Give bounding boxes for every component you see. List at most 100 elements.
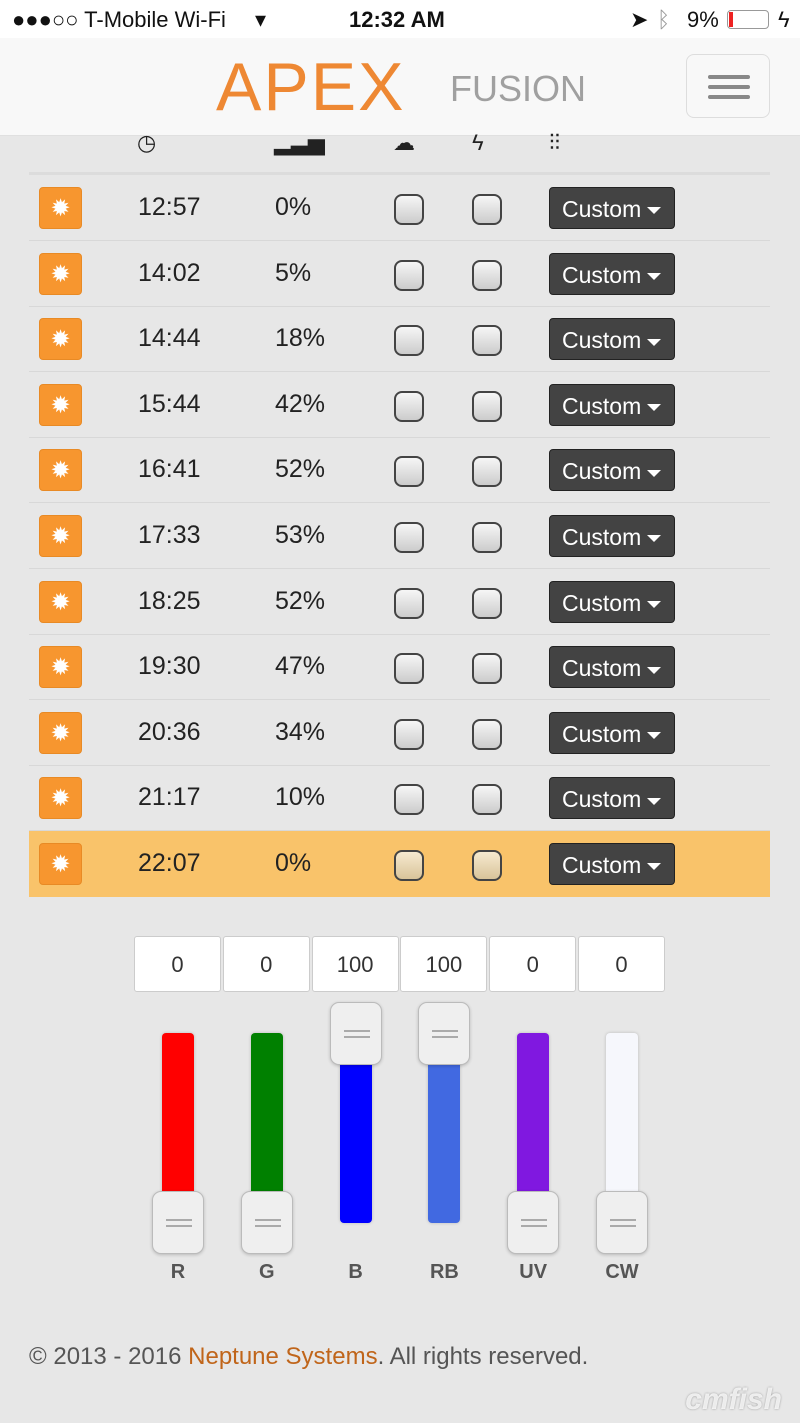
cloud-checkbox[interactable] — [394, 522, 424, 553]
cloud-checkbox[interactable] — [394, 653, 424, 685]
cloud-checkbox[interactable] — [394, 259, 424, 291]
cloud-icon: ☁ — [393, 130, 415, 155]
profile-label: Custom — [562, 589, 642, 616]
lightning-checkbox[interactable] — [472, 587, 502, 619]
row-time: 15:44 — [138, 389, 201, 418]
battery-percent: 9% — [687, 7, 719, 32]
gear-icon[interactable]: ✹ — [39, 843, 82, 885]
gear-icon[interactable]: ✹ — [39, 252, 82, 295]
profile-label: Custom — [562, 524, 642, 550]
row-intensity: 5% — [275, 258, 312, 287]
profile-dropdown[interactable]: Custom — [549, 318, 675, 361]
lightning-checkbox[interactable] — [472, 325, 502, 357]
lightning-checkbox[interactable] — [472, 653, 502, 685]
charging-icon: ϟ — [778, 7, 790, 32]
channel-slider-handle[interactable] — [240, 1191, 293, 1254]
profile-dropdown[interactable]: Custom — [549, 383, 675, 426]
lightning-checkbox[interactable] — [472, 194, 502, 225]
channel-value-input[interactable]: 0 — [489, 936, 577, 992]
channel-value-input[interactable]: 0 — [134, 936, 221, 992]
logo-fusion: FUSION — [450, 68, 587, 109]
profile-dropdown[interactable]: Custom — [549, 252, 675, 295]
channel-value-input[interactable]: 0 — [222, 936, 310, 992]
channel-slider-handle[interactable] — [507, 1191, 560, 1254]
footer: © 2013 - 2016 Neptune Systems. All right… — [29, 1343, 588, 1371]
lightning-checkbox[interactable] — [472, 784, 502, 816]
channel-label: RB — [429, 1261, 459, 1283]
cloud-checkbox[interactable] — [394, 456, 424, 488]
row-time: 19:30 — [138, 652, 201, 681]
cloud-checkbox[interactable] — [394, 194, 424, 225]
gear-icon[interactable]: ✹ — [39, 187, 82, 229]
channel-value-input[interactable]: 100 — [311, 936, 399, 992]
profile-label: Custom — [562, 720, 642, 747]
cloud-checkbox[interactable] — [394, 587, 424, 619]
sliders-icon: ⫶⫶ — [549, 130, 561, 155]
cloud-checkbox[interactable] — [394, 784, 424, 816]
profile-dropdown[interactable]: Custom — [549, 449, 675, 492]
caret-down-icon — [647, 666, 662, 674]
lightning-checkbox[interactable] — [472, 259, 502, 291]
profile-dropdown[interactable]: Custom — [549, 711, 675, 754]
profile-label: Custom — [562, 327, 642, 354]
row-time: 17:33 — [138, 521, 201, 549]
cloud-checkbox[interactable] — [394, 390, 424, 422]
cloud-checkbox[interactable] — [394, 850, 424, 881]
clock: 12:32 AM — [349, 7, 445, 32]
row-time: 16:41 — [138, 455, 201, 484]
gear-icon[interactable]: ✹ — [39, 580, 82, 623]
cloud-checkbox[interactable] — [394, 325, 424, 357]
company-link[interactable]: Neptune Systems — [188, 1343, 378, 1370]
profile-label: Custom — [562, 655, 642, 682]
profile-dropdown[interactable]: Custom — [549, 580, 675, 623]
caret-down-icon — [647, 207, 662, 215]
gear-icon[interactable]: ✹ — [39, 711, 82, 754]
lightning-checkbox[interactable] — [472, 390, 502, 422]
logo-apex[interactable]: APEX — [216, 49, 406, 125]
channel-slider-handle[interactable] — [329, 1002, 382, 1065]
hamburger-menu-button[interactable] — [686, 54, 770, 118]
profile-label: Custom — [562, 852, 642, 878]
schedule-row: ✹ 17:33 53% Custom — [29, 503, 770, 569]
schedule-row: ✹ 15:44 42% Custom — [29, 372, 770, 438]
profile-dropdown[interactable]: Custom — [549, 843, 675, 885]
profile-dropdown[interactable]: Custom — [549, 777, 675, 820]
row-intensity: 52% — [275, 586, 326, 615]
status-bar: ●●●○○ T-Mobile Wi-Fi ▾ 12:32 AM ➤ ᛒ 9% ϟ — [0, 0, 800, 38]
gear-icon[interactable]: ✹ — [39, 383, 82, 426]
schedule-row: ✹ 22:07 0% Custom — [29, 831, 770, 897]
lightning-checkbox[interactable] — [472, 456, 502, 488]
row-time: 21:17 — [138, 783, 201, 812]
cloud-checkbox[interactable] — [394, 718, 424, 750]
profile-dropdown[interactable]: Custom — [549, 187, 675, 229]
gear-icon[interactable]: ✹ — [39, 777, 82, 820]
row-intensity: 52% — [275, 455, 326, 484]
caret-down-icon — [647, 535, 662, 543]
profile-label: Custom — [562, 392, 642, 419]
header-divider — [29, 172, 770, 175]
channel-slider-handle[interactable] — [596, 1191, 648, 1254]
channel-label: UV — [519, 1261, 548, 1283]
channel-slider-handle[interactable] — [152, 1191, 204, 1254]
profile-dropdown[interactable]: Custom — [549, 515, 675, 557]
profile-label: Custom — [562, 261, 642, 288]
channel-value-input[interactable]: 100 — [400, 936, 488, 992]
lightning-checkbox[interactable] — [472, 850, 502, 881]
carrier: ●●●○○ T-Mobile Wi-Fi — [12, 7, 226, 32]
battery-icon — [727, 10, 769, 29]
caret-down-icon — [647, 863, 662, 871]
gear-icon[interactable]: ✹ — [39, 318, 82, 361]
channel-value-input[interactable]: 0 — [578, 936, 665, 992]
channel-slider-handle[interactable] — [418, 1002, 471, 1065]
channel-label: R — [170, 1261, 186, 1283]
lightning-checkbox[interactable] — [472, 718, 502, 750]
caret-down-icon — [647, 338, 662, 346]
profile-label: Custom — [562, 458, 642, 485]
schedule-row: ✹ 16:41 52% Custom — [29, 437, 770, 504]
gear-icon[interactable]: ✹ — [39, 515, 82, 557]
rights: . All rights reserved. — [377, 1343, 589, 1370]
gear-icon[interactable]: ✹ — [39, 646, 82, 689]
profile-dropdown[interactable]: Custom — [549, 646, 675, 689]
lightning-checkbox[interactable] — [472, 522, 502, 553]
gear-icon[interactable]: ✹ — [39, 449, 82, 492]
